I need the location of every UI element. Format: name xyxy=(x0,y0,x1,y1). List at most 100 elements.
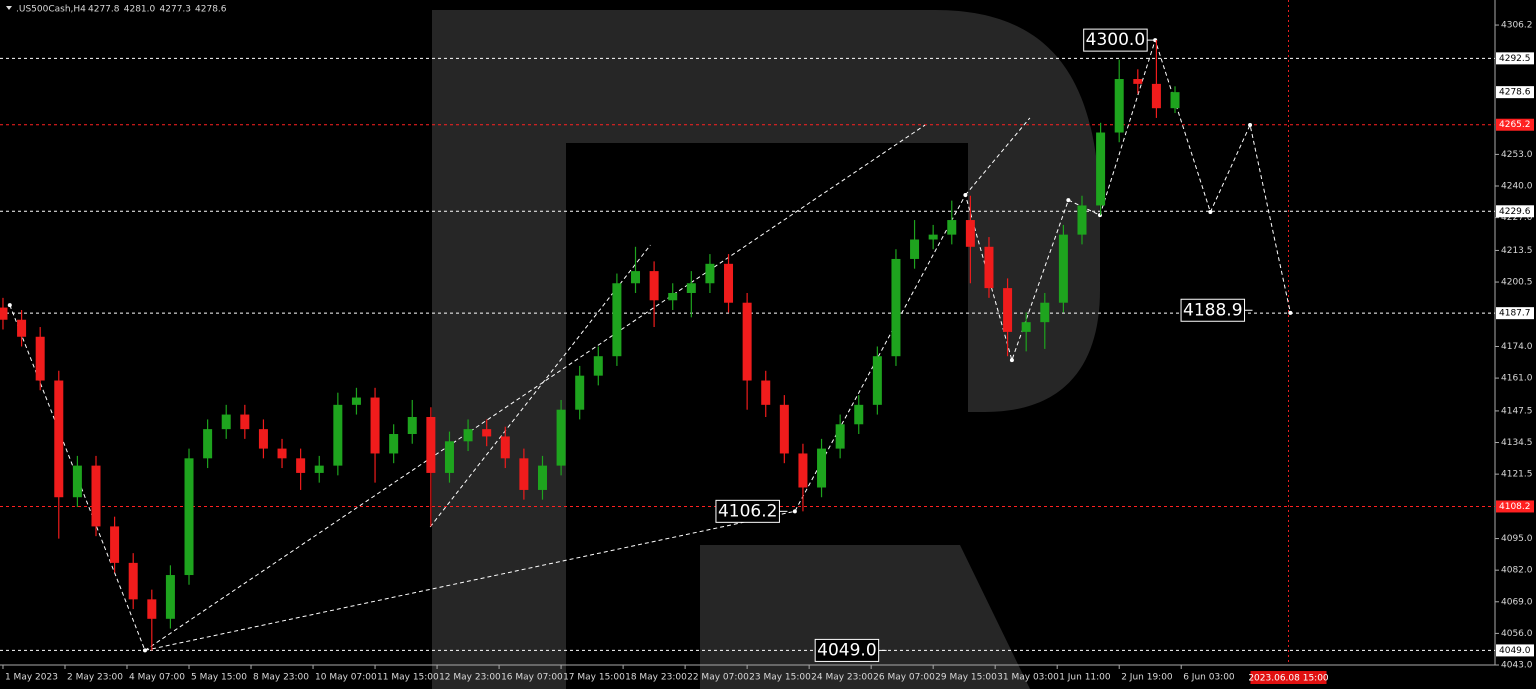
level-tag-bg xyxy=(1496,205,1534,218)
level-tag: 4229.6 xyxy=(1499,207,1531,217)
x-tick-label: 17 May 15:00 xyxy=(563,673,625,683)
y-tick-label: 4121.5 xyxy=(1501,470,1533,480)
y-tick-label: 4253.0 xyxy=(1501,150,1533,160)
price-tag-bg xyxy=(1496,86,1534,99)
candle-body xyxy=(649,271,659,301)
candle-body xyxy=(947,220,957,235)
candle-body xyxy=(0,307,8,320)
wave-point xyxy=(963,193,968,198)
candle-body xyxy=(612,283,622,357)
wave-point xyxy=(1248,122,1253,127)
candle-body xyxy=(54,380,64,498)
wave-path xyxy=(9,38,1291,651)
trend-line xyxy=(429,244,651,528)
candle-body xyxy=(72,465,82,498)
candle-body xyxy=(705,263,715,284)
x-tick-label: 2 May 23:00 xyxy=(67,673,123,683)
wave-point xyxy=(1288,310,1293,315)
level-tag: 4187.7 xyxy=(1499,309,1531,319)
header-value: 4281.0 xyxy=(124,5,156,15)
candle-body xyxy=(686,283,696,293)
x-tick-label: 11 May 15:00 xyxy=(377,673,439,683)
y-tick-label: 4200.5 xyxy=(1501,278,1533,288)
candle-body xyxy=(1003,288,1013,332)
candle-body xyxy=(258,429,268,449)
candle-body xyxy=(35,336,45,381)
level-tag-bg xyxy=(1496,644,1534,657)
candle-body xyxy=(165,575,175,619)
candle-body xyxy=(835,424,845,449)
candle-body xyxy=(500,436,510,459)
wave-point xyxy=(142,648,147,653)
y-tick-label: 4095.0 xyxy=(1501,534,1533,544)
candle-body xyxy=(370,397,380,454)
y-tick-label: 4227.0 xyxy=(1501,213,1533,223)
candle-body xyxy=(817,448,827,488)
x-tick-label: 23 May 15:00 xyxy=(749,673,811,683)
candle-body xyxy=(314,465,324,473)
candle-body xyxy=(426,416,436,473)
candle-body xyxy=(761,380,771,405)
level-tag-bg xyxy=(1496,307,1534,320)
header-value: 4277.3 xyxy=(160,5,192,15)
candle-body xyxy=(17,319,27,337)
candle-body xyxy=(240,414,250,430)
candle-body xyxy=(110,526,120,563)
x-tick-label: 2 Jun 19:00 xyxy=(1121,673,1173,683)
candle-body xyxy=(1133,79,1143,84)
cursor-tag: 2023.06.08 15:00 xyxy=(1248,674,1329,684)
level-tag-bg xyxy=(1496,118,1534,131)
candle-body xyxy=(891,258,901,357)
header-value: 4277.8 xyxy=(88,5,120,15)
candle-body xyxy=(1021,322,1031,332)
level-tag-bg xyxy=(1496,500,1534,513)
cursor-tag-bg xyxy=(1250,671,1327,684)
level-tag: 4049.0 xyxy=(1499,646,1531,656)
candle-body xyxy=(556,409,566,466)
candle-body xyxy=(463,429,473,442)
menu-triangle[interactable] xyxy=(6,6,12,10)
candle-body xyxy=(910,239,920,259)
x-tick-label: 1 May 2023 xyxy=(5,673,58,683)
price-tag: 4278.6 xyxy=(1499,88,1531,98)
candle-body xyxy=(1114,79,1124,133)
x-tick-label: 1 Jun 11:00 xyxy=(1059,673,1111,683)
y-tick-label: 4069.0 xyxy=(1501,597,1533,607)
y-tick-label: 4082.0 xyxy=(1501,566,1533,576)
candle-body xyxy=(1096,132,1106,206)
candle-body xyxy=(407,416,417,435)
wave-point xyxy=(1097,213,1102,218)
candle-body xyxy=(668,292,678,301)
trend-line xyxy=(965,117,1031,196)
y-tick-label: 4174.0 xyxy=(1501,342,1533,352)
wave-point xyxy=(792,509,797,514)
candle-body xyxy=(519,458,529,490)
y-tick-label: 4056.0 xyxy=(1501,629,1533,639)
candle-body xyxy=(984,246,994,289)
x-tick-label: 31 May 03:00 xyxy=(997,673,1059,683)
wave-point xyxy=(1208,210,1213,215)
trend-line xyxy=(144,124,926,651)
level-tag-bg xyxy=(1496,52,1534,65)
x-tick-label: 4 May 07:00 xyxy=(129,673,185,683)
level-tag: 4108.2 xyxy=(1499,502,1531,512)
candle-body xyxy=(221,414,231,430)
candle-body xyxy=(1040,302,1050,323)
level-tag: 4292.5 xyxy=(1499,54,1531,64)
candle-body xyxy=(1077,205,1087,235)
candle-body xyxy=(872,356,882,405)
x-tick-label: 16 May 07:00 xyxy=(501,673,563,683)
candle-body xyxy=(351,397,361,405)
y-tick-label: 4147.5 xyxy=(1501,406,1533,416)
y-tick-label: 4161.0 xyxy=(1501,374,1533,384)
candle-body xyxy=(724,263,734,303)
header-value: 4278.6 xyxy=(195,5,227,15)
candle-body xyxy=(184,458,194,576)
candle-body xyxy=(203,429,213,459)
x-tick-label: 24 May 23:00 xyxy=(811,673,873,683)
wave-point xyxy=(1066,198,1071,203)
candle-body xyxy=(296,458,306,473)
candle-body xyxy=(277,448,287,459)
y-tick-label: 4240.0 xyxy=(1501,182,1533,192)
